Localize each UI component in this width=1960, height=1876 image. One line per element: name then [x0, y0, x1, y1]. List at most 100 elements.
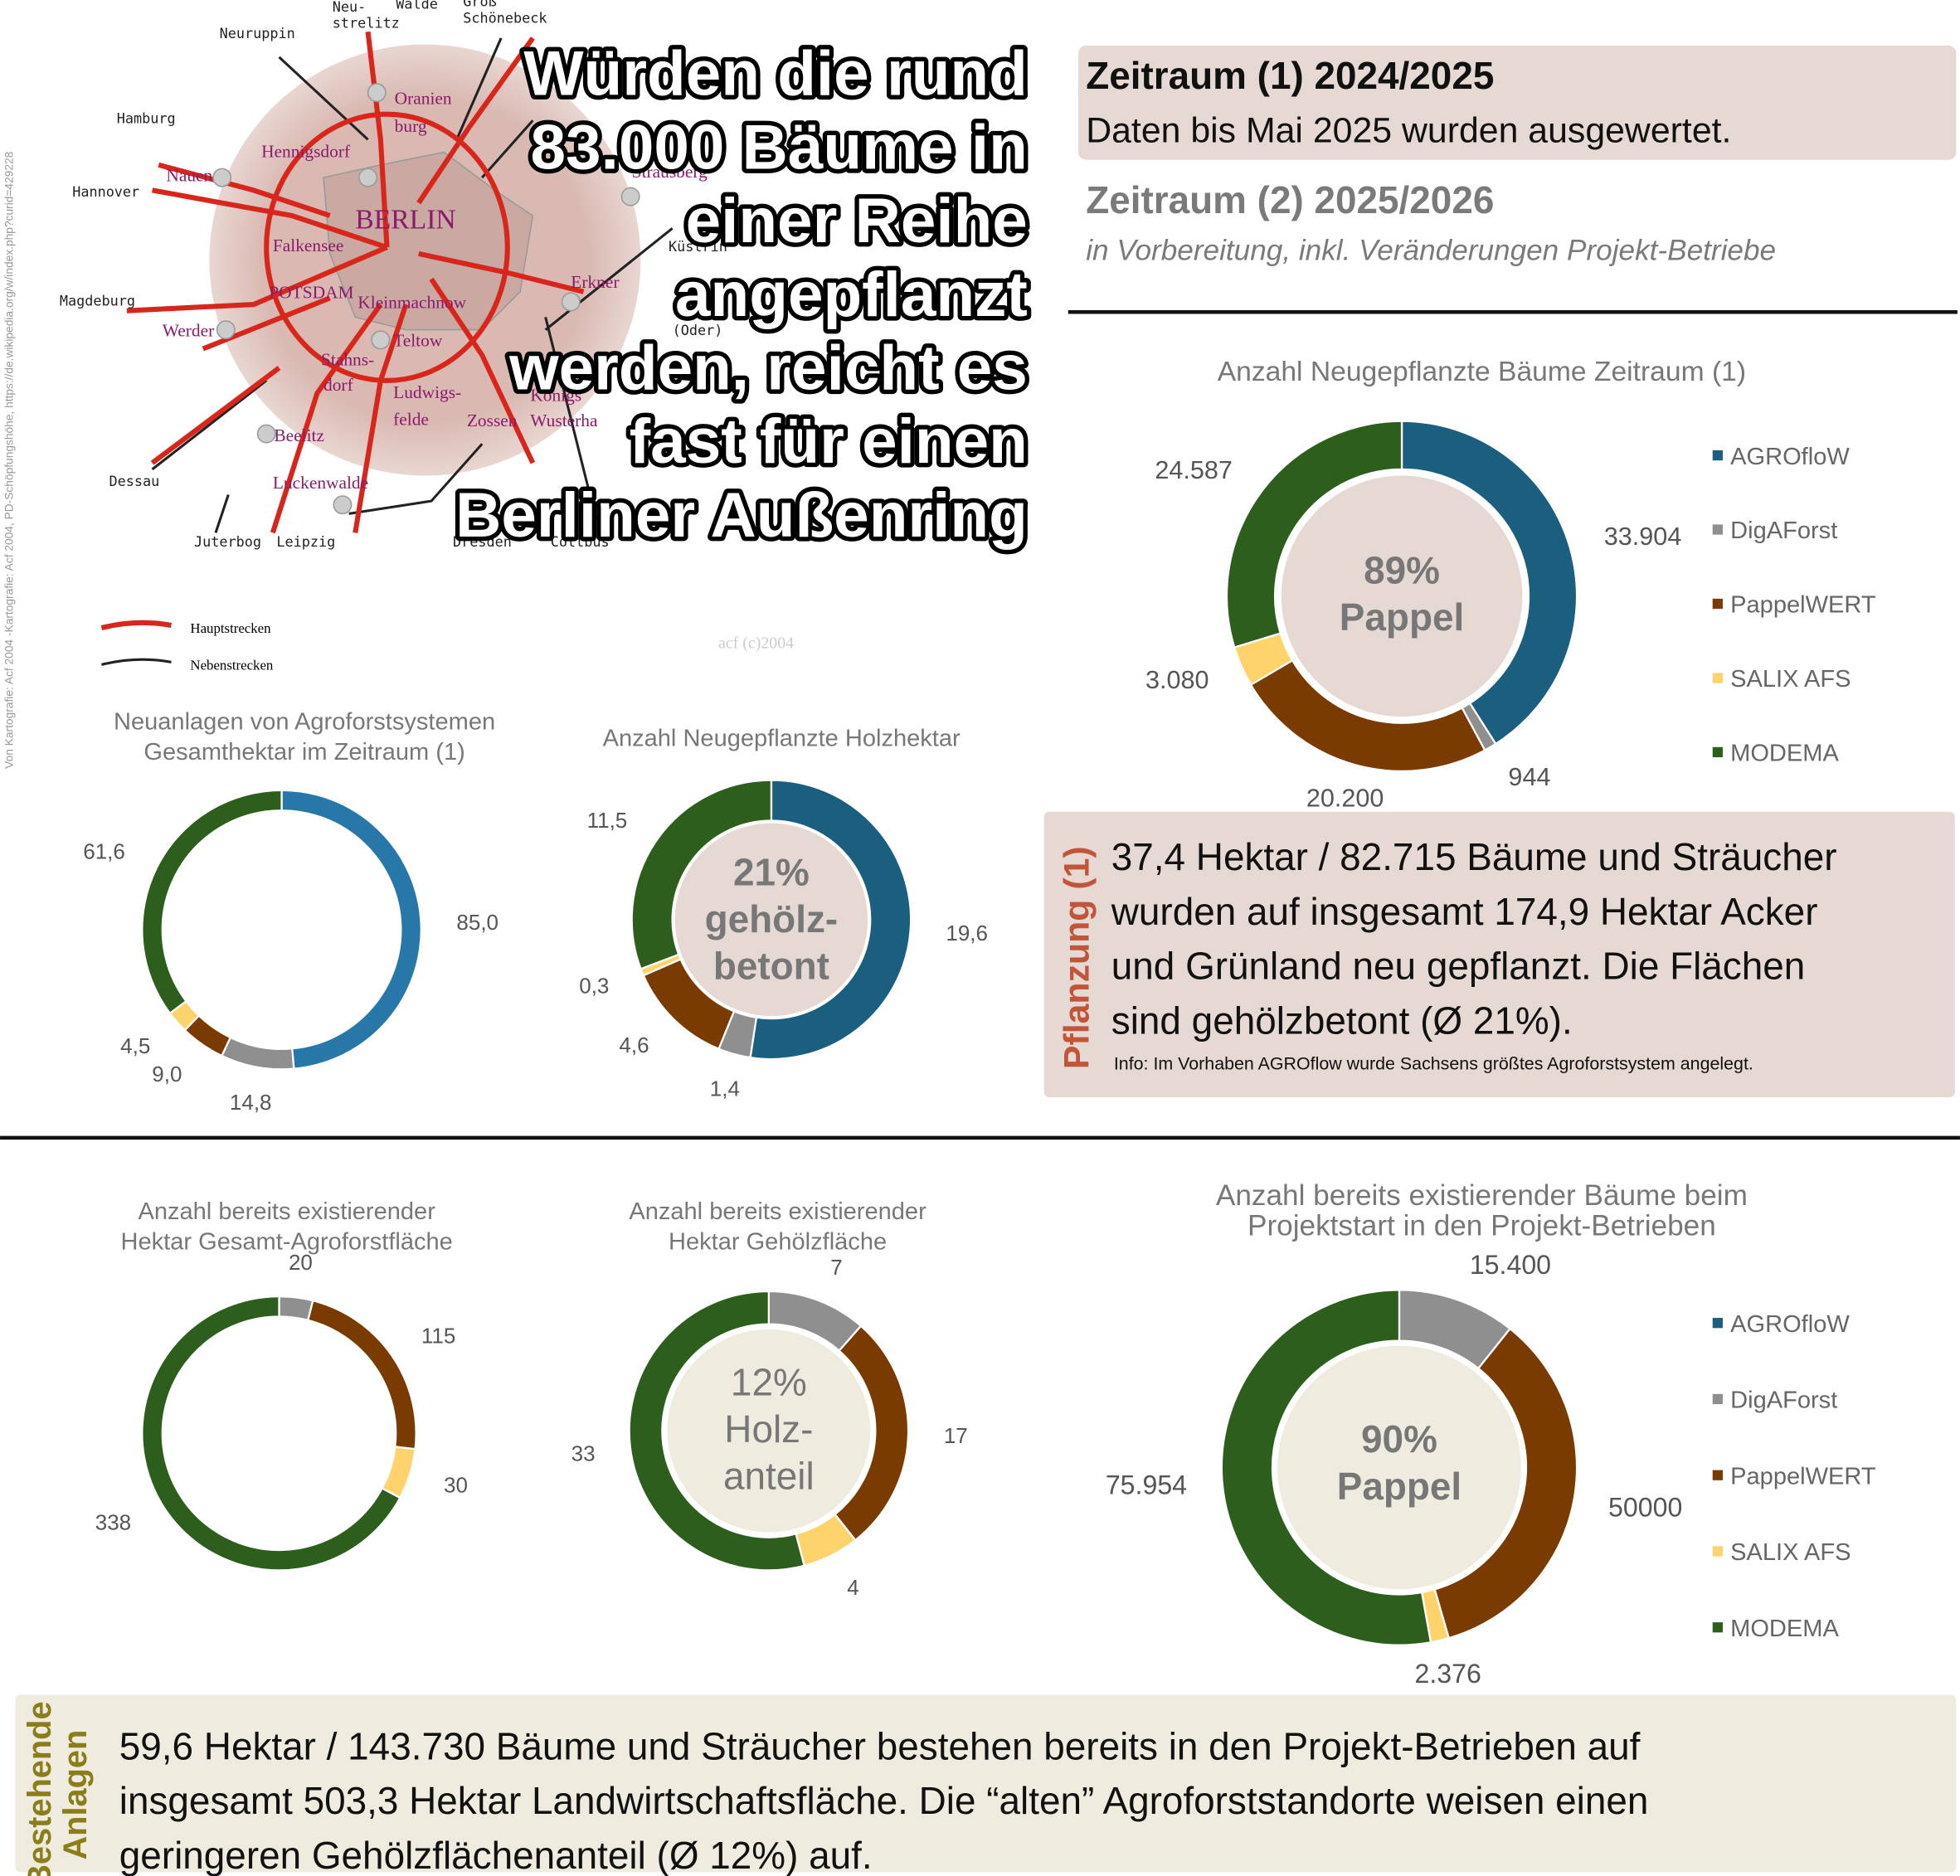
town-label: Werder	[163, 320, 214, 340]
donut-center	[667, 1329, 871, 1533]
city-label: Leipzig	[276, 533, 335, 550]
center-label: Pappel	[1337, 1465, 1461, 1508]
data-label: 7	[830, 1255, 842, 1280]
legend-label: DigAForst	[1730, 518, 1837, 544]
town-label: felde	[393, 409, 429, 429]
legend-swatch	[1712, 1393, 1723, 1405]
legend-label: PappelWERT	[1730, 592, 1876, 619]
town-label: Erkner	[571, 272, 619, 292]
data-label: 1,4	[710, 1076, 740, 1101]
town-label: Stahns-	[321, 349, 374, 369]
headline-line: Berliner Außenring	[455, 480, 1028, 551]
legend-swatch	[1712, 598, 1723, 610]
donut-segment	[630, 779, 773, 970]
chart-title: Gesamthektar im Zeitraum (1)	[143, 739, 464, 765]
data-label: 20.200	[1306, 784, 1384, 812]
planting-box	[1043, 811, 1955, 1097]
town-label: Falkensee	[273, 236, 344, 255]
data-label: 15.400	[1470, 1250, 1551, 1280]
chart-title: Anzahl bereits existierender	[138, 1198, 435, 1225]
city-label: strelitz	[333, 15, 400, 32]
town-label: BERLIN	[355, 204, 455, 235]
donut-segment	[749, 779, 912, 1061]
data-label: 2.376	[1415, 1659, 1481, 1689]
center-label: 89%	[1364, 549, 1440, 592]
existing-line: insgesamt 503,3 Hektar Landwirtschaftsfl…	[119, 1779, 1649, 1822]
center-label: Holz-	[724, 1407, 813, 1451]
map-labels: Neuruppin Neu- strelitz Walde Groß Schön…	[60, 0, 727, 550]
legend-swatch	[1712, 1318, 1723, 1329]
data-label: 14,8	[230, 1090, 272, 1115]
legend-label: SALIX AFS	[1730, 666, 1851, 693]
chart-title: Anzahl Neugepflanzte Bäume Zeitraum (1)	[1218, 357, 1746, 387]
town-label: Königs	[530, 385, 581, 405]
town-label: Beelitz	[274, 425, 324, 445]
donut-segment	[1400, 420, 1578, 746]
town-label: Nauen	[166, 166, 212, 186]
donut-center	[1277, 1345, 1521, 1590]
data-label: 11,5	[587, 808, 628, 833]
data-label: 4,6	[619, 1033, 649, 1057]
center-label: anteil	[723, 1455, 815, 1498]
period-text: Daten bis Mai 2025 wurden ausgewertet.	[1086, 110, 1731, 150]
town-label: Strausberg	[632, 162, 708, 182]
city-label: Walde	[396, 0, 438, 12]
data-label: 9,0	[152, 1062, 182, 1086]
city-label: Magdeburg	[60, 293, 135, 309]
data-label: 85,0	[456, 910, 499, 935]
data-label: 20	[289, 1250, 313, 1275]
data-label: 3.080	[1145, 666, 1209, 694]
planting-line: wurden auf insgesamt 174,9 Hektar Acker	[1111, 890, 1818, 933]
legend-swatch	[1712, 746, 1723, 758]
chart-title: Projektstart in den Projekt-Betrieben	[1247, 1210, 1716, 1242]
town-label: Hennigsdorf	[261, 142, 351, 162]
town-label: Luckenwalde	[273, 473, 368, 493]
center-label: 21%	[733, 851, 810, 894]
chart-title: Hektar Gehölzfläche	[669, 1228, 887, 1255]
planting-label: Pflanzung (1)	[1057, 846, 1097, 1069]
data-label: 75.954	[1106, 1470, 1187, 1500]
donut-segment	[220, 1036, 295, 1071]
donut-center	[674, 823, 868, 1017]
data-label: 61,6	[83, 839, 125, 864]
city-area	[323, 151, 534, 331]
map-legend-label: Hauptstrecken	[190, 620, 271, 636]
donut-segment	[1225, 420, 1403, 649]
city-label: Juterbog	[194, 533, 261, 550]
town-label: Ludwigs-	[393, 382, 461, 402]
legend-swatch	[1712, 1622, 1723, 1633]
donut-segment	[306, 1299, 417, 1451]
city-label: Dresden	[453, 533, 512, 550]
legend-swatch	[1712, 673, 1723, 683]
city-label: Neuruppin	[220, 25, 295, 41]
city-label: (Oder)	[673, 322, 723, 338]
watermark: acf (c)2004	[718, 634, 794, 653]
legend-label: AGROfloW	[1730, 1311, 1850, 1338]
center-label: gehölz-	[705, 897, 839, 940]
town-label: Oranien	[395, 88, 452, 108]
data-label: 19,6	[946, 921, 988, 945]
headline-line: 83.000 Bäume in	[531, 112, 1028, 182]
town-label: Zossen	[467, 411, 518, 430]
legend-swatch	[1712, 1546, 1723, 1557]
city-label: Küstrin	[669, 238, 727, 255]
donut-center	[1281, 475, 1523, 717]
existing-box	[15, 1694, 1957, 1873]
donut-segment	[141, 789, 283, 1015]
donut-segment	[141, 1295, 401, 1572]
data-label: 4,5	[120, 1033, 150, 1058]
legend-label: AGROfloW	[1730, 444, 1850, 470]
center-label: Pappel	[1340, 595, 1464, 639]
planting-info: Info: Im Vorhaben AGROflow wurde Sachsen…	[1114, 1053, 1753, 1073]
planting-line: sind gehölzbetont (Ø 21%).	[1111, 999, 1573, 1042]
data-label: 24.587	[1155, 456, 1233, 484]
headline-line: werden, reicht es	[508, 333, 1028, 404]
data-label: 50000	[1608, 1493, 1682, 1523]
city-label: Groß	[463, 0, 497, 10]
data-label: 17	[944, 1423, 968, 1448]
legend-line	[101, 658, 172, 666]
planting-text: 37,4 Hektar / 82.715 Bäume und Sträucher…	[1111, 835, 1837, 1042]
existing-label: Anlagen	[57, 1730, 94, 1860]
